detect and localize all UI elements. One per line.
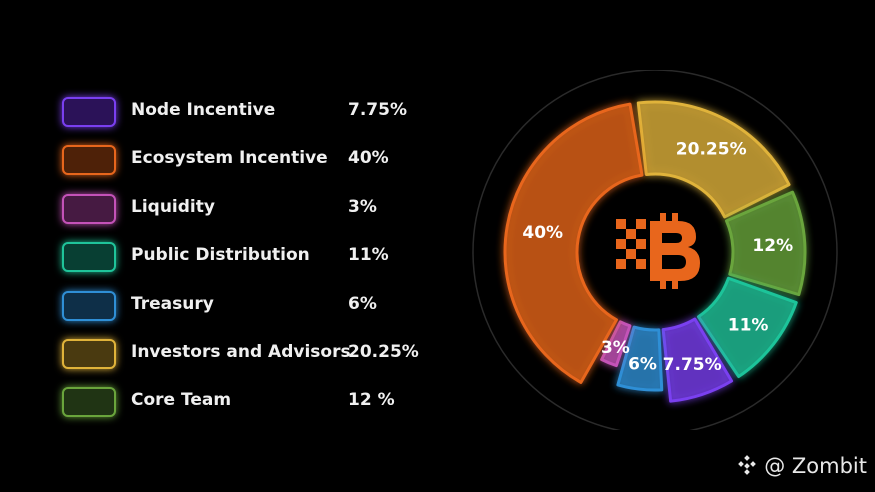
legend-label: Node Incentive: [131, 100, 276, 120]
slice-label: 12%: [752, 236, 793, 256]
legend-item-investors-and-advisors: Investors and Advisors 20.25%: [62, 337, 462, 369]
legend-label: Liquidity: [131, 197, 215, 217]
legend-value: 20.25%: [348, 342, 419, 362]
outer-ring: [472, 70, 838, 430]
slice-label: 11%: [728, 315, 769, 335]
legend-label: Core Team: [131, 390, 232, 410]
chart-slice-labels: 20.25% 12% 11% 7.75% 6%3% 40%: [522, 139, 793, 375]
slice-label: 6%: [628, 354, 657, 374]
legend-value: 7.75%: [348, 100, 407, 120]
slice-ecosystem-incentive: [503, 102, 644, 384]
slice-label: 40%: [522, 223, 563, 243]
legend-label: Investors and Advisors: [131, 342, 351, 362]
slice-liquidity: [600, 320, 632, 368]
legend-swatch: [62, 339, 116, 369]
legend-swatch: [62, 291, 116, 321]
legend-item-public-distribution: Public Distribution 11%: [62, 240, 462, 272]
legend-item-node-incentive: Node Incentive 7.75%: [62, 95, 462, 127]
slice-public-distribution: [697, 276, 798, 379]
slice-investors-and-advisors: [636, 100, 791, 219]
legend-value: 40%: [348, 148, 389, 168]
binance-square-logo-icon: [738, 455, 757, 475]
slice-treasury: [616, 325, 664, 392]
legend-swatch: [62, 194, 116, 224]
slice-node-incentive: [661, 317, 734, 403]
legend-item-ecosystem-incentive: Ecosystem Incentive 40%: [62, 143, 462, 175]
legend-swatch: [62, 387, 116, 417]
legend-value: 6%: [348, 294, 377, 314]
slice-label: 3%: [601, 338, 630, 358]
legend-swatch: [62, 97, 116, 127]
watermark: @ Zombit: [736, 454, 867, 478]
legend-value: 12 %: [348, 390, 395, 410]
slice-label: 20.25%: [676, 139, 747, 159]
legend-swatch: [62, 145, 116, 175]
legend-label: Ecosystem Incentive: [131, 148, 328, 168]
chart-slices: [503, 100, 807, 403]
legend-value: 11%: [348, 245, 389, 265]
legend-value: 3%: [348, 197, 377, 217]
legend-item-liquidity: Liquidity 3%: [62, 192, 462, 224]
slice-core-team: [725, 190, 807, 297]
legend-item-treasury: Treasury 6%: [62, 289, 462, 321]
legend-item-core-team: Core Team 12 %: [62, 385, 462, 417]
slice-label: 7.75%: [663, 355, 722, 375]
legend-label: Treasury: [131, 294, 214, 314]
donut-chart: 20.25% 12% 11% 7.75% 6%3% 40%: [472, 70, 838, 430]
watermark-text: @ Zombit: [764, 454, 867, 478]
legend-label: Public Distribution: [131, 245, 310, 265]
legend-swatch: [62, 242, 116, 272]
center-logo-icon: [616, 213, 700, 289]
